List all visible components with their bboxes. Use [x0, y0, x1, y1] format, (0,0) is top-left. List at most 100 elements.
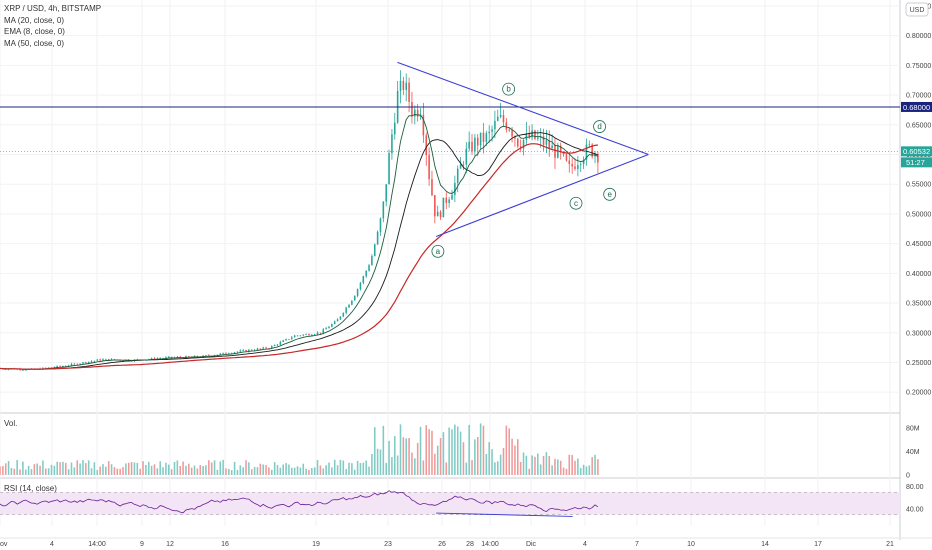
candle-body — [296, 335, 299, 337]
candle-body — [542, 136, 545, 145]
candle-body — [242, 350, 244, 351]
volume-bar — [319, 465, 322, 475]
candle-body — [399, 80, 402, 92]
candle-body — [537, 137, 539, 139]
rsi-tick-label: 40.00 — [906, 507, 924, 514]
countdown-tag — [901, 157, 932, 168]
volume-bar — [13, 468, 16, 475]
candle-body — [376, 231, 379, 245]
volume-bar — [110, 464, 113, 475]
candle-body — [519, 146, 522, 149]
volume-bar — [22, 461, 24, 475]
candle-body — [170, 356, 173, 358]
x-tick-label: Dic — [526, 541, 537, 548]
volume-bar — [393, 436, 396, 475]
x-tick-label: 14 — [761, 541, 769, 548]
volume-bar — [496, 461, 499, 475]
currency-button[interactable]: USD — [910, 7, 925, 14]
candle-body — [379, 218, 382, 232]
candle-body — [82, 362, 84, 364]
volume-bar — [162, 467, 164, 475]
candle-body — [270, 346, 273, 349]
indicator-ema8-label[interactable]: EMA (8, close, 0) — [4, 27, 65, 36]
candle-body — [528, 133, 531, 138]
candle-body — [262, 347, 264, 349]
wave-label-circle — [603, 187, 617, 201]
volume-bar — [419, 426, 422, 475]
candle-body — [288, 338, 290, 340]
candle-body — [442, 197, 445, 218]
volume-bar — [342, 460, 345, 475]
volume-bar — [382, 425, 385, 475]
volume-pane-label: Vol. — [4, 419, 18, 428]
volume-bar — [7, 460, 10, 475]
volume-bar — [471, 460, 473, 475]
candle-body — [339, 316, 342, 320]
candle-body — [508, 129, 510, 131]
volume-bar — [133, 462, 136, 475]
candle-body — [414, 109, 416, 117]
volume-bar — [594, 454, 596, 475]
volume-bar — [348, 462, 350, 475]
volume-bar — [456, 426, 459, 475]
y-tick-label: 0.70000 — [906, 93, 931, 100]
x-tick-label: 16 — [221, 541, 229, 548]
volume-bar — [362, 462, 365, 475]
y-tick-label: 0.75000 — [906, 63, 931, 70]
volume-bar — [39, 465, 41, 475]
candle-body — [485, 133, 488, 142]
ma50-line — [0, 143, 598, 370]
volume-bar — [230, 470, 233, 475]
candle-body — [373, 244, 376, 257]
volume-bar — [468, 424, 470, 475]
candle-body — [168, 356, 170, 358]
x-tick-label: 14:00 — [481, 541, 499, 548]
volume-bar — [159, 461, 161, 475]
volume-bar — [405, 438, 408, 475]
volume-bar — [451, 429, 453, 475]
candle-body — [24, 369, 27, 371]
candle-body — [568, 160, 571, 165]
indicator-ma50-label[interactable]: MA (50, close, 0) — [4, 38, 65, 48]
volume-bar — [519, 461, 522, 475]
volume-bar — [216, 469, 219, 475]
volume-bar — [19, 469, 21, 475]
volume-bar — [434, 453, 436, 475]
indicator-ma20-label[interactable]: MA (20, close, 0) — [4, 15, 65, 25]
volume-bar — [44, 468, 47, 475]
volume-bar — [391, 457, 393, 475]
volume-bar — [494, 462, 496, 475]
candle-body — [479, 132, 482, 146]
volume-bar — [236, 470, 239, 475]
volume-bar — [436, 445, 439, 475]
candle-body — [62, 366, 64, 367]
chart-legend: XRP / USD, 4h, BITSTAMP MA (20, close, 0… — [4, 3, 101, 49]
candle-body — [471, 141, 473, 152]
candle-body — [311, 334, 313, 336]
volume-bar — [551, 465, 553, 475]
volume-bar — [250, 469, 253, 475]
candle-body — [562, 152, 565, 155]
volume-bar — [185, 465, 187, 475]
volume-bar — [439, 438, 442, 475]
candle-body — [499, 115, 502, 117]
volume-bar — [428, 429, 430, 475]
candle-body — [517, 138, 519, 147]
volume-bar — [373, 427, 376, 475]
volume-bar — [508, 428, 510, 475]
volume-bar — [127, 462, 130, 475]
x-tick-label: 21 — [886, 541, 894, 548]
candle-body — [511, 130, 513, 137]
volume-bar — [379, 449, 382, 475]
volume-bar — [188, 463, 190, 475]
candle-body — [219, 353, 222, 355]
volume-bar — [288, 464, 290, 475]
volume-bar — [488, 442, 490, 475]
volume-bar — [276, 465, 279, 475]
volume-bar — [325, 465, 327, 475]
candle-body — [582, 159, 585, 165]
symbol-title[interactable]: XRP / USD, 4h, BITSTAMP — [4, 4, 102, 13]
volume-bar — [425, 425, 428, 475]
candle-body — [282, 340, 284, 342]
